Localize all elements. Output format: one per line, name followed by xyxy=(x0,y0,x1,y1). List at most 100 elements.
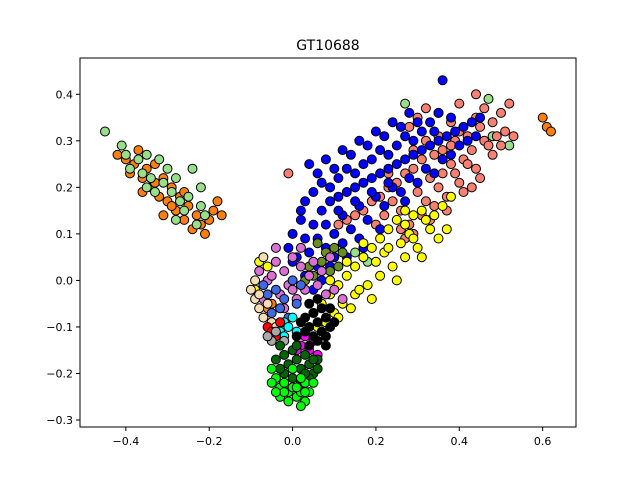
data-point xyxy=(354,284,365,295)
data-point xyxy=(341,270,352,281)
data-point xyxy=(112,149,123,160)
y-tick-label: 0.4 xyxy=(56,88,74,101)
data-point xyxy=(400,154,411,165)
data-point xyxy=(395,187,406,197)
data-point xyxy=(400,131,411,142)
data-point xyxy=(383,224,394,235)
data-point xyxy=(350,210,361,221)
data-point xyxy=(270,354,281,365)
data-point xyxy=(158,210,169,221)
data-point xyxy=(400,219,411,230)
data-point xyxy=(266,363,277,374)
data-point xyxy=(325,252,336,263)
data-point xyxy=(379,210,390,221)
data-point xyxy=(366,294,377,304)
data-point xyxy=(320,219,331,230)
data-point xyxy=(320,289,331,300)
x-tick-label: 0.4 xyxy=(451,435,469,448)
data-point xyxy=(333,261,344,272)
data-point xyxy=(345,149,356,160)
data-point xyxy=(325,275,336,286)
data-point xyxy=(279,266,290,277)
data-point xyxy=(308,256,319,267)
data-point xyxy=(270,326,281,337)
plot-frame xyxy=(79,57,577,428)
data-point xyxy=(433,135,444,146)
data-point xyxy=(320,340,331,351)
data-point xyxy=(354,135,365,146)
data-point xyxy=(312,363,323,374)
y-tick-label: −0.3 xyxy=(46,414,73,427)
data-point xyxy=(287,284,298,295)
data-point xyxy=(116,140,127,151)
data-point xyxy=(446,140,456,151)
data-point xyxy=(375,224,386,235)
x-tick-label: 0.0 xyxy=(284,435,302,448)
data-point xyxy=(383,163,394,174)
data-point xyxy=(462,135,473,146)
data-point xyxy=(471,89,481,100)
data-point xyxy=(329,284,340,295)
data-point xyxy=(362,140,373,151)
data-point xyxy=(471,131,481,142)
data-point xyxy=(366,242,377,253)
data-point xyxy=(275,317,286,328)
data-point xyxy=(291,382,302,393)
data-point xyxy=(266,270,277,281)
data-point xyxy=(441,224,452,235)
data-point xyxy=(312,335,323,346)
data-point xyxy=(446,159,456,170)
data-point xyxy=(450,126,461,137)
data-point xyxy=(325,303,336,314)
data-point xyxy=(312,317,323,328)
data-point xyxy=(370,256,381,267)
series-13 xyxy=(291,294,340,351)
y-tick-label: −0.2 xyxy=(46,367,73,380)
series-15 xyxy=(266,363,319,412)
data-point xyxy=(325,182,336,193)
data-point xyxy=(120,149,131,160)
data-point xyxy=(287,373,298,384)
data-point xyxy=(195,201,206,211)
data-point xyxy=(437,145,448,156)
data-point xyxy=(170,173,181,184)
data-point xyxy=(345,303,356,314)
data-point xyxy=(479,103,490,114)
data-point xyxy=(387,196,398,207)
data-point xyxy=(145,173,156,184)
data-point xyxy=(358,238,369,249)
data-point xyxy=(258,280,269,291)
data-point xyxy=(200,228,210,239)
y-tick-label: 0.2 xyxy=(56,181,74,194)
data-point xyxy=(362,214,373,225)
data-point xyxy=(375,145,386,156)
data-point xyxy=(295,373,306,384)
data-point xyxy=(279,387,290,398)
data-point xyxy=(300,233,311,244)
data-point xyxy=(295,280,306,291)
data-point xyxy=(275,303,286,314)
data-point xyxy=(133,154,144,165)
data-point xyxy=(420,196,431,207)
data-point xyxy=(316,177,327,188)
data-point xyxy=(329,228,340,239)
data-point xyxy=(333,191,344,202)
data-point xyxy=(308,354,319,365)
data-point xyxy=(420,214,431,225)
data-point xyxy=(383,242,394,253)
data-point xyxy=(462,159,473,170)
data-point xyxy=(275,363,286,374)
data-point xyxy=(166,187,177,197)
data-point xyxy=(133,145,144,156)
data-point xyxy=(216,210,227,221)
data-point xyxy=(270,256,281,267)
points-layer xyxy=(100,75,556,412)
data-point xyxy=(325,196,336,207)
data-point xyxy=(208,205,219,216)
data-point xyxy=(408,163,419,174)
data-point xyxy=(100,126,110,137)
data-point xyxy=(437,168,448,179)
data-point xyxy=(487,117,498,128)
